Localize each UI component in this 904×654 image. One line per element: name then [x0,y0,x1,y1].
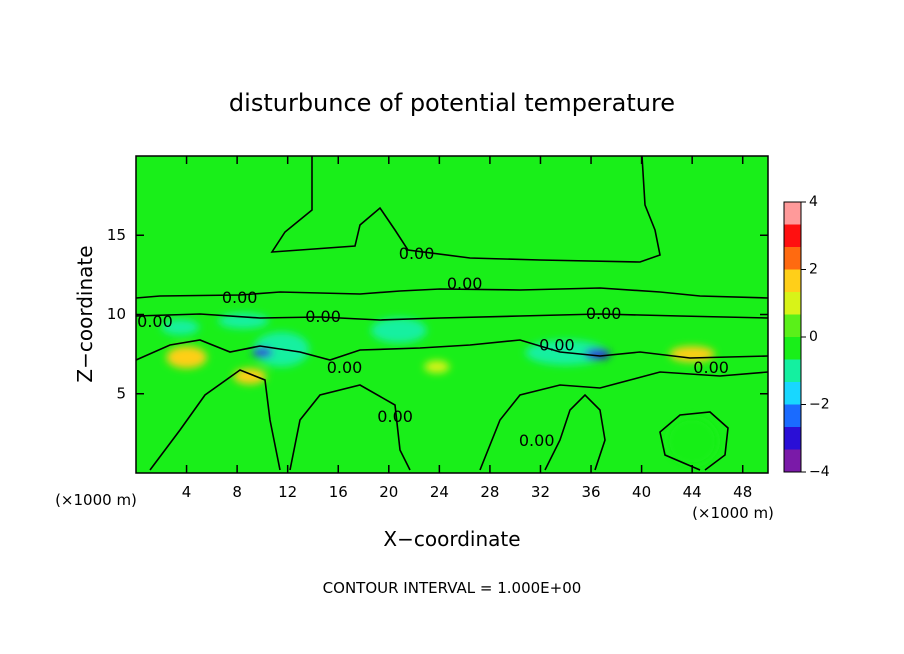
contour-interval-note: CONTOUR INTERVAL = 1.000E+00 [323,579,582,597]
anomaly-patch-7 [371,317,427,344]
contour-line-wave [136,339,768,361]
contour-line-mid-level [136,313,768,321]
contour-label-1: 0.00 [447,274,483,293]
chart-title: disturbunce of potential temperature [229,89,675,117]
x-tick-label-7: 32 [531,483,550,501]
x-axis-label: X−coordinate [383,527,520,551]
x-tick-label-5: 24 [430,483,449,501]
anomaly-patch-11 [666,417,718,466]
contour-line-low-5 [544,393,606,471]
contour-label-layer: 0.00 0.00 0.00 0.00 0.00 0.00 0.00 0.00 0.00 0.00… [137,244,729,450]
anomaly-patch-1 [233,368,267,385]
colorbar-tick-label-2: 0 [809,329,818,345]
x-axis: 4 8 12 16 20 24 28 32 36 40 44 48 [182,156,752,501]
contour-line-upper-region [270,156,661,263]
anomaly-patch-2 [424,360,450,374]
x-unit-label-left: (×1000 m) [55,491,137,509]
colorbar-tick-label-3: 2 [809,262,818,278]
y-axis-label: Z−coordinate [73,245,97,382]
x-tick-label-9: 40 [632,483,651,501]
anomaly-patch-6 [252,347,273,358]
x-tick-label-4: 20 [379,483,398,501]
x-tick-label-0: 4 [182,483,192,501]
anomaly-patch-9 [584,348,610,360]
colorbar-ticks: −4 −2 0 2 4 [801,194,830,480]
colorbar [783,201,802,473]
x-tick-label-3: 16 [329,483,348,501]
x-unit-label-right: (×1000 m) [692,504,774,522]
contour-label-8: 0.00 [693,358,729,377]
y-axis: 5 10 15 [107,226,768,402]
contour-line-low-4 [659,411,729,471]
x-tick-label-10: 44 [683,483,702,501]
anomaly-patch-10 [161,319,200,336]
x-tick-label-8: 36 [581,483,600,501]
contour-label-0: 0.00 [399,244,435,263]
contour-label-3: 0.00 [586,304,622,323]
contour-label-6: 0.00 [539,336,575,355]
contour-label-9: 0.00 [377,407,413,426]
zero-contours [136,156,768,471]
x-tick-label-2: 12 [278,483,297,501]
colorbar-tick-label-0: −4 [809,464,830,480]
contour-line-low-1 [149,369,281,471]
anomaly-patch-0 [166,346,207,369]
x-tick-label-1: 8 [232,483,242,501]
contour-label-5: 0.00 [305,307,341,326]
contour-label-2: 0.00 [222,288,258,307]
contour-line-low-3 [479,371,768,471]
x-tick-label-11: 48 [733,483,752,501]
contour-line-tropopause [136,287,768,299]
contour-line-low-2 [289,384,411,471]
contour-label-10: 0.00 [519,431,555,450]
x-tick-label-6: 28 [480,483,499,501]
y-tick-label-0: 5 [116,384,126,402]
y-tick-label-1: 10 [107,305,126,323]
colorbar-tick-label-4: 4 [809,194,818,210]
contour-label-7: 0.00 [327,358,363,377]
y-tick-label-2: 15 [107,226,126,244]
colorbar-tick-label-1: −2 [809,397,830,413]
anomaly-patch-4 [218,312,269,329]
contour-label-4: 0.00 [137,312,173,331]
